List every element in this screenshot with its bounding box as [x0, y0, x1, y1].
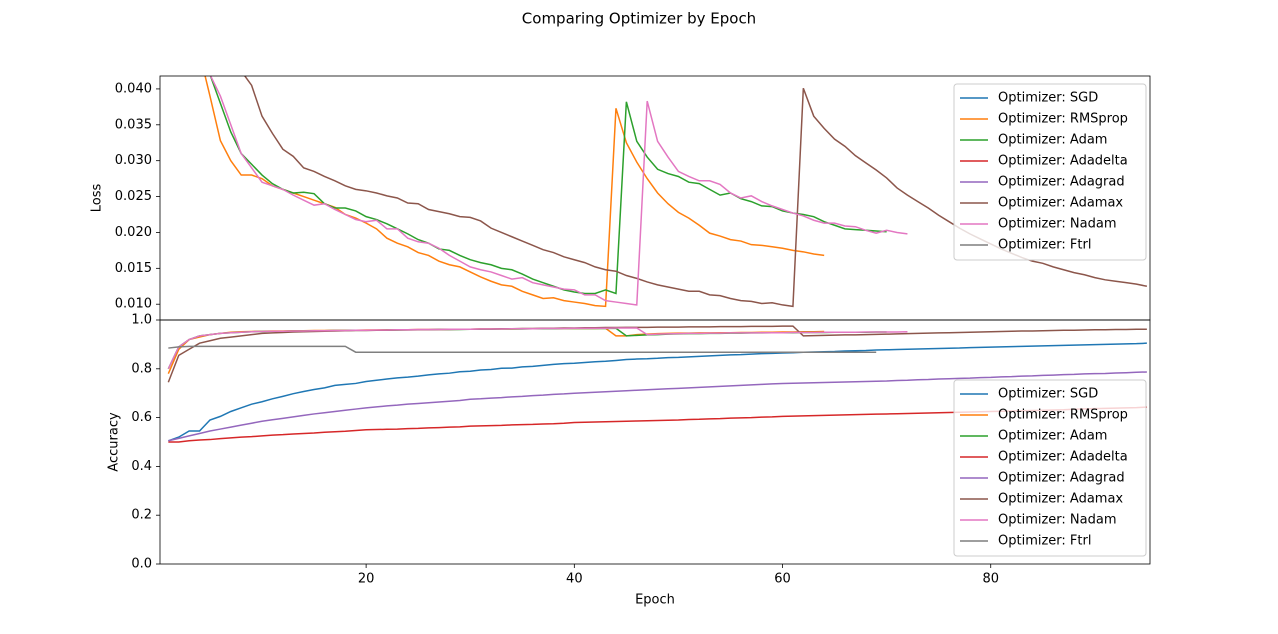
y-tick-label: 0.030: [115, 153, 152, 168]
legend-label: Optimizer: Adam: [998, 429, 1107, 444]
plot-area: [167, 325, 1147, 443]
legend-label: Optimizer: Nadam: [998, 513, 1117, 528]
line: [167, 327, 908, 370]
legend-label: Optimizer: RMSprop: [998, 408, 1128, 423]
y-tick-label: 0.0: [131, 557, 152, 572]
x-tick-label: 60: [774, 572, 791, 587]
line: [168, 342, 1147, 442]
legend-label: Optimizer: Ftrl: [998, 238, 1091, 253]
y-tick-label: 0.8: [131, 361, 152, 376]
y-axis-label: Accuracy: [107, 412, 122, 472]
legend-label: Optimizer: RMSprop: [998, 112, 1128, 127]
figure-title: Comparing Optimizer by Epoch: [522, 10, 756, 28]
legend-label: Optimizer: Nadam: [998, 217, 1117, 232]
y-tick-label: 1.0: [131, 313, 152, 328]
line: [209, 76, 908, 306]
legend-label: Optimizer: Adamax: [998, 196, 1123, 211]
y-tick-label: 0.035: [115, 117, 152, 132]
y-tick-label: 0.2: [131, 508, 152, 523]
legend-box: [953, 379, 1147, 557]
legend-label: Optimizer: Adagrad: [998, 471, 1125, 486]
y-tick-label: 0.040: [115, 81, 152, 96]
x-tick-label: 40: [566, 572, 583, 587]
axes-frame: [159, 319, 1151, 565]
line: [209, 76, 887, 295]
x-tick-label: 20: [358, 572, 375, 587]
legend-label: Optimizer: Ftrl: [998, 534, 1091, 549]
y-tick-label: 0.4: [131, 459, 152, 474]
y-axis-label: Loss: [90, 184, 105, 213]
x-tick-label: 80: [982, 572, 999, 587]
y-tick-label: 0.010: [115, 297, 152, 312]
legend-label: Optimizer: Adagrad: [998, 175, 1125, 190]
legend-label: Optimizer: SGD: [998, 91, 1098, 106]
legend-label: Optimizer: Adadelta: [998, 450, 1128, 465]
legend-label: Optimizer: Adam: [998, 133, 1107, 148]
y-tick-label: 0.6: [131, 410, 152, 425]
y-tick-label: 0.020: [115, 225, 152, 240]
line: [168, 371, 1147, 442]
legend-label: Optimizer: SGD: [998, 387, 1098, 402]
legend-label: Optimizer: Adamax: [998, 492, 1123, 507]
legend-box: [953, 83, 1147, 261]
y-tick-label: 0.025: [115, 189, 152, 204]
x-axis-label: Epoch: [635, 593, 675, 608]
line: [168, 345, 877, 353]
y-tick-label: 0.015: [115, 261, 152, 276]
legend-label: Optimizer: Adadelta: [998, 154, 1128, 169]
